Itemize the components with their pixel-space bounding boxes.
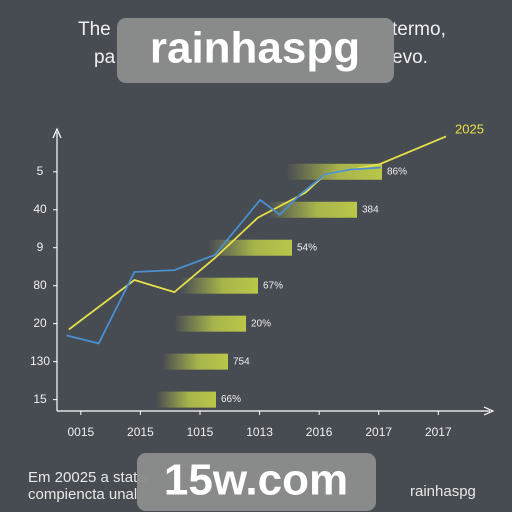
footer-text: compiencta unal — [28, 486, 137, 503]
y-tick-label: 5 — [37, 164, 44, 178]
bar — [180, 277, 258, 294]
watermark-box — [117, 18, 394, 83]
bar — [156, 391, 216, 408]
footer-text: rainhaspg — [410, 483, 476, 500]
footer-text: Em 20025 a statis — [28, 469, 148, 486]
bar-label: 384 — [362, 204, 379, 215]
y-tick-label: 40 — [33, 202, 47, 216]
watermark: 15w.com — [164, 456, 348, 505]
title-fragment: The — [78, 19, 111, 40]
title-fragment: evo. — [392, 47, 428, 68]
title-fragment: pa — [94, 47, 116, 68]
x-tick-label: 2015 — [127, 425, 154, 439]
y-tick-label: 9 — [37, 240, 44, 254]
bar-label: 54% — [297, 242, 317, 253]
bar — [162, 353, 228, 370]
x-tick-label: 1013 — [246, 425, 273, 439]
x-tick-label: 1015 — [187, 425, 214, 439]
x-tick-label: 2017 — [425, 425, 452, 439]
x-axis-arrow — [483, 406, 495, 416]
bar — [267, 201, 357, 218]
y-tick-label: 130 — [30, 354, 50, 368]
x-tick-label: 2017 — [365, 425, 392, 439]
bar — [174, 315, 246, 332]
title-fragment: termo, — [392, 19, 446, 40]
x-tick-label: 2016 — [306, 425, 333, 439]
y-axis-arrow — [52, 127, 62, 139]
bar-label: 20% — [251, 318, 271, 329]
bar-label: 86% — [387, 166, 407, 177]
bar-label: 67% — [263, 280, 283, 291]
y-tick-label: 15 — [33, 392, 47, 406]
series-line — [66, 166, 381, 345]
annotation: 2025 — [455, 121, 484, 136]
series-line — [68, 135, 447, 331]
watermark: rainhaspg — [150, 24, 360, 73]
y-tick-label: 20 — [33, 316, 47, 330]
x-tick-label: 0015 — [67, 425, 94, 439]
watermark-box — [137, 453, 376, 511]
bar-label: 754 — [233, 356, 250, 367]
plot-area: 0015 2015 1015 1013 2016 2017 2017 15 130 20 80 9 40… — [30, 135, 452, 439]
bar-label: 66% — [221, 394, 241, 405]
y-tick-label: 80 — [33, 278, 47, 292]
